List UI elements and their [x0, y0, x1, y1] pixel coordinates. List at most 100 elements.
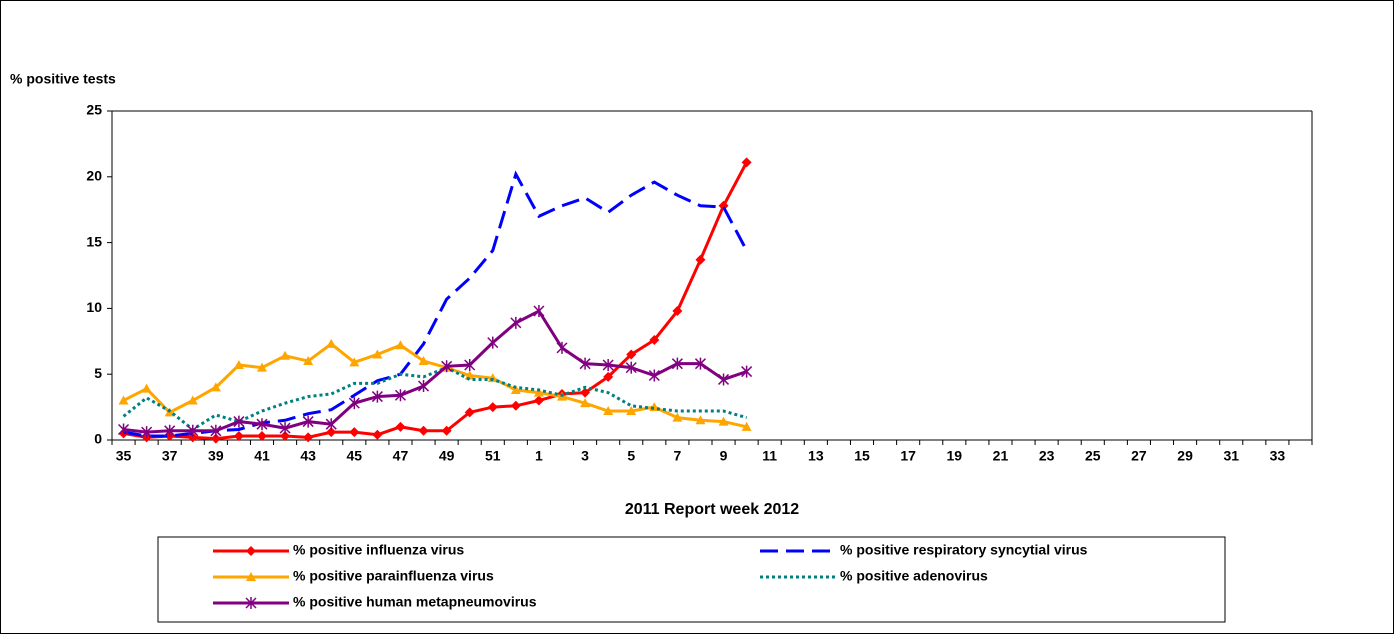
- x-tick-label: 37: [162, 448, 178, 464]
- marker: [371, 390, 383, 403]
- x-tick-label: 47: [393, 448, 409, 464]
- marker: [487, 373, 498, 383]
- x-axis-title: 2011 Report week 2012: [625, 501, 799, 518]
- marker: [510, 316, 522, 329]
- x-tick-label: 21: [993, 448, 1009, 464]
- marker: [626, 349, 637, 360]
- marker: [718, 373, 730, 386]
- marker: [325, 418, 337, 431]
- marker: [672, 412, 683, 422]
- marker: [441, 360, 453, 373]
- marker: [395, 340, 406, 350]
- marker: [210, 382, 221, 392]
- marker: [302, 415, 314, 428]
- marker: [487, 402, 498, 413]
- x-tick-label: 15: [854, 448, 870, 464]
- x-tick-label: 11: [762, 448, 777, 464]
- marker: [441, 425, 452, 436]
- x-tick-label: 9: [720, 448, 728, 464]
- y-axis-title: % positive tests: [10, 71, 116, 87]
- y-tick-label: 10: [86, 299, 102, 315]
- marker: [349, 357, 360, 367]
- x-tick-label: 43: [300, 448, 316, 464]
- marker: [141, 383, 152, 393]
- legend-label: % positive influenza virus: [293, 542, 464, 558]
- marker: [603, 371, 614, 382]
- marker: [695, 254, 706, 265]
- series: [118, 305, 753, 439]
- series-line: [122, 342, 747, 429]
- marker: [210, 424, 222, 437]
- x-tick-label: 49: [439, 448, 455, 464]
- x-tick-label: 29: [1177, 448, 1193, 464]
- marker: [556, 341, 568, 354]
- marker: [233, 359, 244, 369]
- series-line: [123, 170, 748, 438]
- marker: [464, 407, 475, 418]
- x-tick-label: 35: [116, 448, 132, 464]
- marker: [349, 427, 360, 438]
- x-tick-label: 33: [1270, 448, 1286, 464]
- y-tick-label: 5: [94, 365, 102, 381]
- marker: [695, 415, 706, 425]
- marker: [418, 356, 429, 366]
- y-tick-label: 25: [86, 102, 102, 118]
- marker: [741, 157, 752, 168]
- marker: [395, 421, 406, 432]
- marker: [580, 387, 591, 398]
- marker: [141, 426, 153, 439]
- marker: [257, 431, 267, 442]
- series-line: [123, 309, 748, 434]
- marker: [533, 395, 544, 406]
- series-line: [123, 161, 748, 441]
- x-tick-label: 51: [485, 448, 501, 464]
- x-tick-label: 1: [535, 448, 543, 464]
- marker: [233, 415, 245, 428]
- marker: [245, 597, 257, 609]
- marker: [246, 572, 256, 581]
- marker: [279, 422, 291, 435]
- marker: [257, 362, 267, 372]
- marker: [603, 406, 614, 416]
- marker: [187, 424, 199, 437]
- marker: [533, 387, 544, 397]
- series: [118, 338, 752, 431]
- y-tick-label: 15: [86, 233, 102, 249]
- marker: [464, 370, 475, 380]
- marker: [718, 416, 729, 426]
- marker: [648, 369, 660, 382]
- marker: [187, 395, 198, 405]
- x-tick-label: 13: [808, 448, 824, 464]
- series: [123, 170, 748, 438]
- legend-box: [157, 536, 1226, 623]
- legend-label: % positive human metapneumovirus: [293, 594, 537, 610]
- marker: [246, 546, 256, 556]
- marker: [510, 400, 521, 411]
- marker: [164, 424, 176, 437]
- marker: [602, 358, 614, 371]
- marker: [510, 384, 521, 394]
- marker: [118, 395, 129, 405]
- marker: [418, 425, 429, 436]
- marker: [326, 338, 337, 348]
- marker: [741, 365, 753, 378]
- legend-label: % positive parainfluenza virus: [293, 568, 494, 584]
- x-tick-label: 39: [208, 448, 224, 464]
- marker: [280, 350, 291, 360]
- series-line: [122, 365, 748, 432]
- x-tick-label: 3: [581, 448, 589, 464]
- marker: [464, 358, 476, 371]
- marker: [326, 427, 337, 438]
- legend-label: % positive adenovirus: [840, 568, 988, 584]
- marker: [718, 200, 729, 211]
- y-tick-label: 0: [94, 431, 102, 447]
- marker: [741, 421, 752, 431]
- marker: [580, 398, 591, 408]
- x-tick-label: 5: [627, 448, 635, 464]
- marker: [348, 397, 360, 410]
- marker: [210, 433, 221, 444]
- x-tick-label: 7: [673, 448, 681, 464]
- marker: [671, 357, 683, 370]
